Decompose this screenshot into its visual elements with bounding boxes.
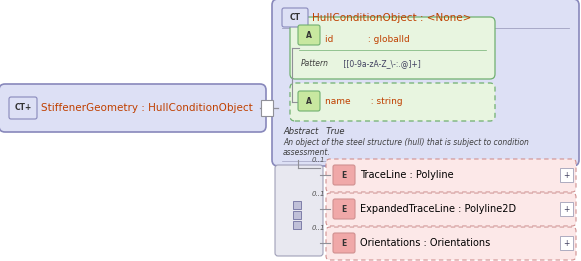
FancyBboxPatch shape bbox=[326, 159, 576, 192]
Bar bbox=[261, 100, 273, 116]
Text: E: E bbox=[342, 205, 347, 213]
Text: Abstract   True: Abstract True bbox=[283, 127, 345, 136]
Text: A: A bbox=[306, 97, 312, 105]
Text: E: E bbox=[342, 170, 347, 180]
FancyBboxPatch shape bbox=[282, 8, 308, 27]
FancyBboxPatch shape bbox=[290, 17, 495, 79]
FancyBboxPatch shape bbox=[333, 199, 355, 219]
Text: A: A bbox=[306, 31, 312, 39]
FancyBboxPatch shape bbox=[326, 227, 576, 260]
FancyBboxPatch shape bbox=[0, 84, 266, 132]
Text: +: + bbox=[564, 239, 570, 247]
Text: ExpandedTraceLine : Polyline2D: ExpandedTraceLine : Polyline2D bbox=[360, 204, 516, 214]
Text: [[0-9a-zA-Z_\-:.@]+]: [[0-9a-zA-Z_\-:.@]+] bbox=[341, 60, 421, 68]
FancyBboxPatch shape bbox=[333, 165, 355, 185]
Text: StiffenerGeometry : HullConditionObject: StiffenerGeometry : HullConditionObject bbox=[41, 103, 253, 113]
Bar bbox=[293, 221, 301, 229]
Text: CT: CT bbox=[289, 13, 300, 22]
Bar bbox=[293, 211, 301, 219]
Bar bbox=[560, 168, 573, 182]
Text: HullConditionObject : <None>: HullConditionObject : <None> bbox=[312, 13, 471, 23]
Text: Orientations : Orientations: Orientations : Orientations bbox=[360, 238, 490, 248]
FancyBboxPatch shape bbox=[326, 193, 576, 226]
Bar bbox=[560, 236, 573, 250]
Text: name       : string: name : string bbox=[325, 98, 403, 106]
FancyBboxPatch shape bbox=[333, 233, 355, 253]
Text: +: + bbox=[564, 170, 570, 180]
FancyBboxPatch shape bbox=[9, 97, 37, 119]
FancyBboxPatch shape bbox=[275, 165, 323, 256]
Text: Pattern: Pattern bbox=[301, 60, 329, 68]
Text: An object of the steel structure (hull) that is subject to condition
assessment.: An object of the steel structure (hull) … bbox=[283, 138, 529, 157]
Text: E: E bbox=[342, 239, 347, 247]
Text: 0..1: 0..1 bbox=[312, 157, 325, 163]
FancyBboxPatch shape bbox=[298, 25, 320, 45]
Text: CT+: CT+ bbox=[15, 104, 31, 112]
Text: 0..1: 0..1 bbox=[312, 191, 325, 197]
Text: TraceLine : Polyline: TraceLine : Polyline bbox=[360, 170, 454, 180]
FancyBboxPatch shape bbox=[272, 0, 579, 166]
Bar bbox=[293, 201, 301, 209]
Text: id            : globalId: id : globalId bbox=[325, 35, 410, 44]
FancyBboxPatch shape bbox=[290, 83, 495, 121]
Text: 0..1: 0..1 bbox=[312, 225, 325, 231]
Text: +: + bbox=[564, 205, 570, 213]
Bar bbox=[560, 202, 573, 216]
FancyBboxPatch shape bbox=[298, 91, 320, 111]
